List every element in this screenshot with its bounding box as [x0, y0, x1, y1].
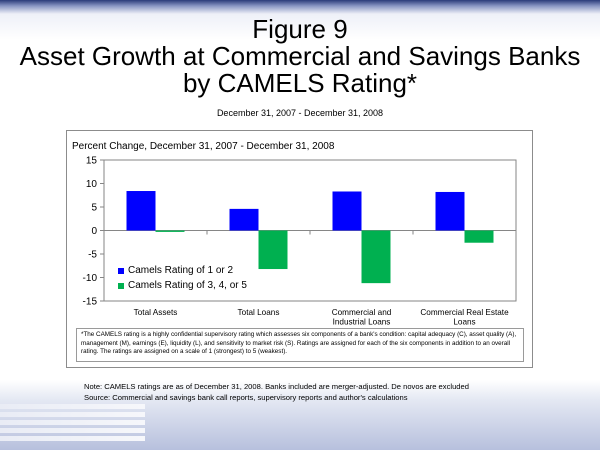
figure-subtitle: December 31, 2007 - December 31, 2008	[216, 108, 384, 118]
x-category-label: Loans	[453, 318, 475, 327]
legend-label-series-2: Camels Rating of 3, 4, or 5	[128, 280, 247, 291]
legend-item-series-2: Camels Rating of 3, 4, or 5	[118, 278, 247, 293]
y-tick-label: -15	[83, 297, 98, 308]
x-category-label: Total Assets	[134, 308, 178, 317]
decorative-stripes	[0, 404, 145, 446]
bar-camels-1-2-4	[435, 191, 465, 231]
camels-footnote: *The CAMELS rating is a highly confident…	[76, 328, 524, 362]
x-category-label: Industrial Loans	[333, 318, 391, 327]
figure-title: Figure 9 Asset Growth at Commercial and …	[0, 16, 600, 97]
y-tick-label: 10	[86, 179, 98, 190]
bar-camels-3-5-2	[258, 230, 288, 270]
y-tick-label: -10	[83, 273, 98, 284]
y-tick-label: 0	[91, 226, 97, 237]
bar-camels-3-5-1	[155, 230, 185, 232]
legend-label-series-1: Camels Rating of 1 or 2	[128, 265, 234, 276]
bar-camels-1-2-2	[229, 208, 259, 231]
x-category-label: Commercial Real Estate	[420, 308, 509, 317]
legend-item-series-1: Camels Rating of 1 or 2	[118, 263, 247, 278]
title-line-3: by CAMELS Rating*	[182, 68, 418, 98]
source-line: Source: Commercial and savings bank call…	[84, 393, 408, 402]
y-tick-label: -5	[88, 250, 97, 261]
bar-camels-1-2-1	[126, 191, 156, 231]
title-line-2: Asset Growth at Commercial and Savings B…	[19, 41, 581, 71]
y-tick-label: 5	[91, 203, 97, 214]
x-category-label: Commercial and	[332, 308, 392, 317]
bar-chart: 15 10 5 0 -5 -10 -15 Total Assets Total Loans Com…	[83, 156, 517, 327]
legend-swatch-green-icon	[118, 282, 124, 289]
bar-camels-1-2-3	[332, 191, 362, 231]
chart-title: Percent Change, December 31, 2007 - Dece…	[72, 141, 335, 152]
x-category-label: Total Loans	[238, 308, 280, 317]
note-block: Note: CAMELS ratings are as of December …	[84, 381, 469, 403]
bar-camels-3-5-4	[464, 230, 494, 243]
bar-camels-3-5-3	[361, 230, 391, 284]
chart-legend: Camels Rating of 1 or 2 Camels Rating of…	[118, 263, 247, 293]
title-line-1: Figure 9	[252, 14, 348, 44]
y-tick-label: 15	[86, 156, 98, 167]
legend-swatch-blue-icon	[118, 267, 124, 274]
note-line: Note: CAMELS ratings are as of December …	[84, 382, 469, 391]
